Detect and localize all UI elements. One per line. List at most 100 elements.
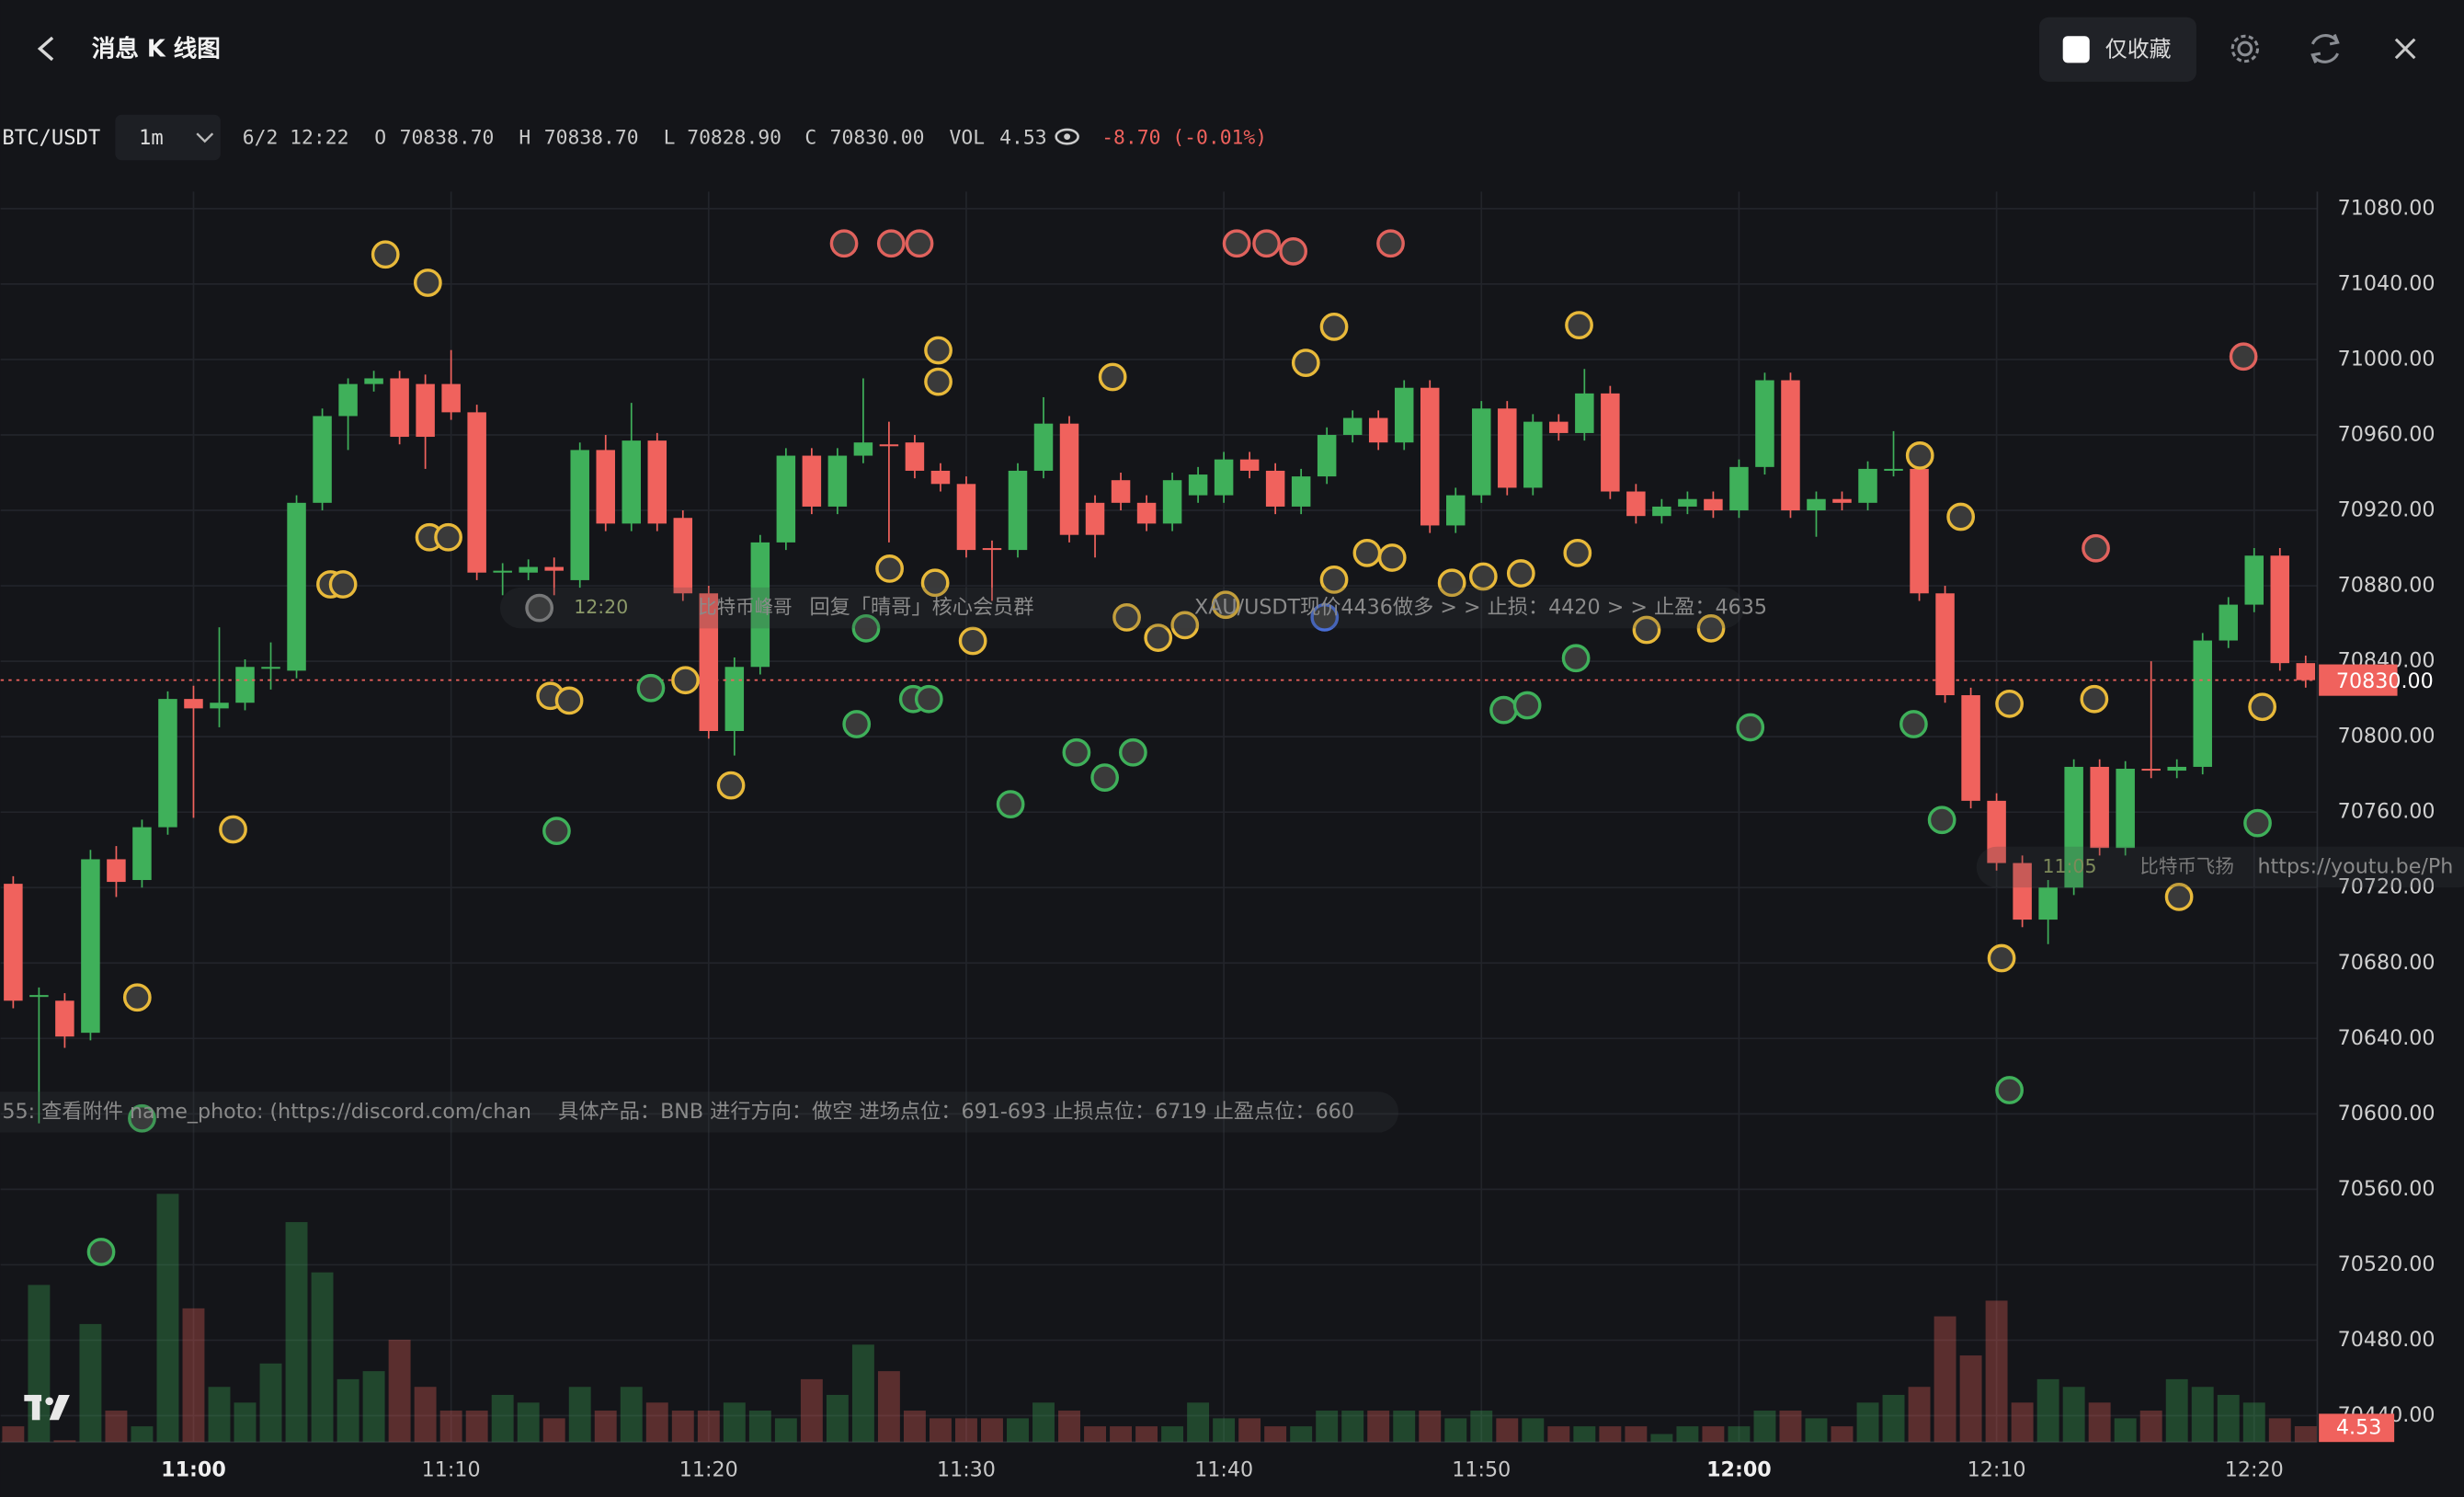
candle-body bbox=[1626, 491, 1646, 517]
message-avatar bbox=[1376, 229, 1405, 258]
volume-bar bbox=[2011, 1402, 2034, 1443]
candle-body bbox=[673, 518, 693, 594]
message-avatar bbox=[2082, 533, 2110, 563]
candle-body bbox=[1265, 470, 1285, 507]
candle-body bbox=[1368, 417, 1388, 443]
message-avatar bbox=[1319, 565, 1349, 594]
message-bubble bbox=[0, 1091, 1399, 1133]
eye-icon[interactable] bbox=[1055, 128, 1079, 145]
x-tick-label: 12:20 bbox=[2225, 1457, 2284, 1481]
y-tick-label: 70600.00 bbox=[2338, 1102, 2435, 1126]
candle-body bbox=[1549, 421, 1569, 433]
candle-body bbox=[4, 884, 23, 1001]
close-icon[interactable] bbox=[2394, 38, 2416, 60]
volume-bar bbox=[542, 1418, 565, 1443]
volume-bar bbox=[1058, 1411, 1080, 1443]
last-volume-tag bbox=[2319, 1413, 2395, 1443]
candle-body bbox=[2193, 640, 2212, 767]
message-avatar bbox=[996, 790, 1025, 819]
candle-body bbox=[750, 542, 770, 668]
volume-bar bbox=[1470, 1411, 1493, 1443]
back-button[interactable] bbox=[37, 36, 54, 62]
message-avatar bbox=[122, 983, 152, 1012]
message-author: 比特币峰哥 bbox=[698, 596, 792, 618]
candle-body bbox=[416, 383, 435, 438]
ohlc-value: 70828.90 bbox=[687, 126, 781, 149]
last-price-label: 70830.00 bbox=[2336, 669, 2434, 693]
y-tick-label: 70720.00 bbox=[2338, 875, 2435, 899]
message-avatar bbox=[434, 522, 462, 552]
candle-body bbox=[441, 383, 461, 413]
candle-body bbox=[1910, 468, 1929, 594]
refresh-icon[interactable] bbox=[2310, 34, 2340, 63]
favorites-toggle[interactable] bbox=[2039, 17, 2196, 82]
message-avatar bbox=[1144, 623, 1173, 652]
ohlc-value: 70838.70 bbox=[544, 126, 639, 149]
candle-body bbox=[2296, 663, 2316, 680]
message-text: 回复「晴哥」核心会员群 bbox=[809, 596, 1033, 620]
y-tick-label: 71000.00 bbox=[2338, 347, 2435, 371]
volume-bar bbox=[1238, 1418, 1261, 1443]
settings-icon[interactable] bbox=[2237, 40, 2253, 57]
volume-bar bbox=[1419, 1411, 1442, 1443]
x-tick-label: 11:30 bbox=[937, 1457, 996, 1481]
candle-body bbox=[2167, 766, 2186, 771]
plot: 71080.00 71040.00 71000.00 70960.00 70920.00… bbox=[0, 191, 2464, 1481]
candle-body bbox=[132, 827, 152, 881]
volume-bar bbox=[1213, 1418, 1236, 1443]
volume-bar bbox=[1625, 1426, 1648, 1443]
volume-bar bbox=[877, 1371, 900, 1443]
message-avatar bbox=[1377, 543, 1407, 572]
volume-bar bbox=[465, 1411, 488, 1443]
message-author: 比特币飞扬 bbox=[2139, 855, 2233, 877]
volume-bar bbox=[1650, 1434, 1673, 1443]
volume-bar bbox=[208, 1387, 231, 1443]
message-avatar bbox=[1252, 229, 1281, 258]
volume-bar bbox=[337, 1378, 359, 1443]
volume-bar bbox=[620, 1387, 643, 1443]
candle-body bbox=[647, 440, 667, 524]
candle-body bbox=[1008, 470, 1028, 551]
message-avatar bbox=[671, 666, 700, 695]
interval-select[interactable] bbox=[115, 114, 221, 161]
candle-body bbox=[107, 859, 126, 883]
message-time: 12:20 bbox=[574, 596, 628, 618]
volume-bar bbox=[697, 1411, 720, 1443]
volume-bar bbox=[1341, 1411, 1364, 1443]
volume-bar bbox=[1779, 1411, 1802, 1443]
candle-body bbox=[956, 484, 976, 551]
volume-bar bbox=[53, 1440, 76, 1443]
dropdown-caret bbox=[196, 132, 214, 143]
message-avatar bbox=[924, 336, 953, 365]
volume-bar bbox=[1393, 1411, 1416, 1443]
candle-body bbox=[1575, 393, 1594, 433]
message-avatar bbox=[542, 817, 571, 846]
candle-body bbox=[2219, 604, 2238, 641]
message-avatar bbox=[1170, 611, 1200, 640]
candle-body bbox=[1781, 380, 1800, 511]
checkbox[interactable] bbox=[2062, 36, 2090, 63]
candle-body bbox=[544, 566, 564, 571]
message-avatar bbox=[905, 229, 934, 258]
favorites-label: 仅收藏 bbox=[2105, 37, 2172, 63]
message-avatar bbox=[1119, 737, 1147, 767]
message-avatar bbox=[328, 570, 358, 599]
candle-body bbox=[29, 995, 49, 998]
message-avatar bbox=[128, 1103, 156, 1133]
volume-bar bbox=[2242, 1402, 2265, 1443]
candle-body bbox=[184, 699, 203, 709]
volume-bar bbox=[645, 1402, 668, 1443]
message-avatar bbox=[2243, 808, 2272, 838]
volume-bar bbox=[182, 1308, 205, 1443]
toolbar-icons bbox=[2230, 34, 2416, 63]
ohlc-label: H bbox=[519, 126, 530, 149]
volume-bar bbox=[748, 1411, 771, 1443]
y-tick-label: 70560.00 bbox=[2338, 1177, 2435, 1201]
message-time: 11:05 bbox=[2042, 855, 2096, 877]
candle-body bbox=[519, 566, 538, 573]
candle-body bbox=[699, 593, 719, 731]
y-tick-label: 70960.00 bbox=[2338, 422, 2435, 446]
volume-bar bbox=[1805, 1418, 1828, 1443]
message-avatar bbox=[876, 229, 906, 258]
x-tick-label: 11:40 bbox=[1194, 1457, 1253, 1481]
